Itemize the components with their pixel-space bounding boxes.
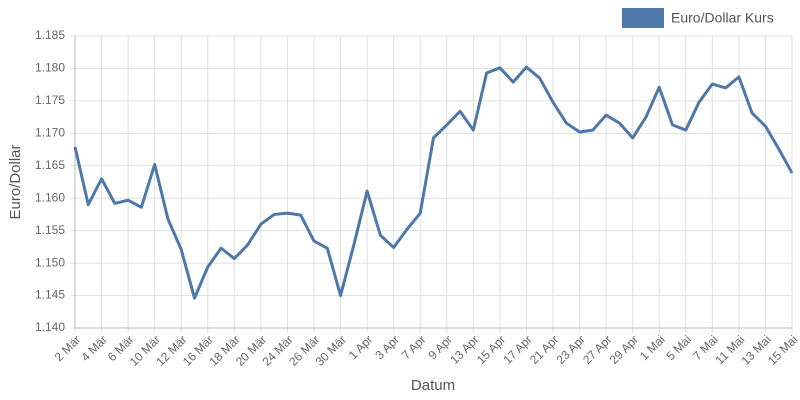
x-tick-label: 3 Apr <box>372 332 402 362</box>
x-axis-title: Datum <box>411 377 455 394</box>
legend-swatch <box>622 8 664 28</box>
y-tick-label: 1.180 <box>35 61 65 75</box>
y-tick-label: 1.150 <box>35 255 65 269</box>
x-tick-label: 2 Mär <box>52 332 84 364</box>
y-tick-label: 1.160 <box>35 190 65 204</box>
x-tick-label: 1 Mai <box>637 332 668 363</box>
series-line <box>73 65 794 300</box>
y-tick-label: 1.185 <box>35 28 65 42</box>
y-tick-label: 1.155 <box>35 223 65 237</box>
x-tick-label: 29 Apr <box>607 332 641 366</box>
legend-label: Euro/Dollar Kurs <box>671 10 774 26</box>
x-tick-label: 15 Mai <box>765 332 800 367</box>
x-tick-label: 30 Mär <box>313 332 349 368</box>
x-tick-label: 15 Apr <box>474 332 508 366</box>
x-tick-label: 4 Mär <box>78 332 110 364</box>
x-tick-label: 5 Mai <box>663 332 694 363</box>
y-tick-label: 1.170 <box>35 126 65 140</box>
y-tick-label: 1.145 <box>35 288 65 302</box>
x-tick-label: 21 Apr <box>527 332 561 366</box>
y-tick-label: 1.175 <box>35 93 65 107</box>
x-tick-label: 17 Apr <box>500 332 534 366</box>
x-tick-label: 27 Apr <box>580 332 614 366</box>
x-tick-label: 7 Apr <box>399 332 429 362</box>
x-tick-label: 1 Apr <box>346 332 376 362</box>
x-tick-label: 23 Apr <box>553 332 587 366</box>
y-tick-label: 1.140 <box>35 320 65 334</box>
x-tick-label: 13 Apr <box>447 332 481 366</box>
y-axis-title: Euro/Dollar <box>7 144 24 219</box>
y-tick-label: 1.165 <box>35 158 65 172</box>
